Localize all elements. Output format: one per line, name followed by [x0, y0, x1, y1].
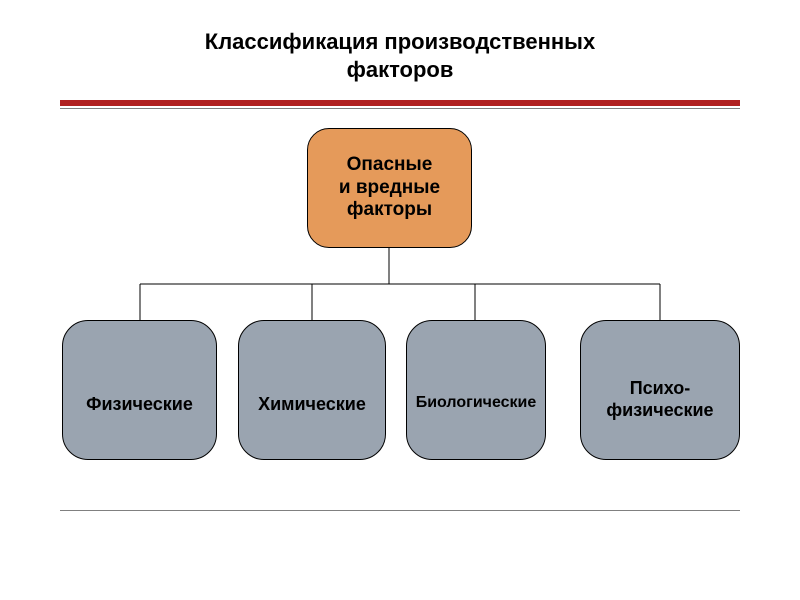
- child-node-physical: Физические: [62, 320, 217, 460]
- title-underline-thin: [60, 108, 740, 109]
- title-underline-red: [60, 100, 740, 106]
- root-node: Опасныеи вредные факторы: [307, 128, 472, 248]
- title-line-1: Классификация производственных: [205, 29, 595, 54]
- bottom-rule: [60, 510, 740, 511]
- child-node-psychophysical: Психо-физические: [580, 320, 740, 460]
- child-node-label: Химические: [258, 394, 366, 416]
- child-node-label: Психо-физические: [606, 378, 713, 421]
- title-underline: [60, 100, 740, 109]
- root-node-label: Опасныеи вредные факторы: [339, 154, 440, 222]
- child-node-label: Биологические: [416, 393, 537, 412]
- child-node-label: Физические: [86, 394, 193, 416]
- child-node-chemical: Химические: [238, 320, 386, 460]
- title-line-2: факторов: [347, 57, 454, 82]
- slide-title: Классификация производственных факторов: [0, 28, 800, 83]
- child-node-biological: Биологические: [406, 320, 546, 460]
